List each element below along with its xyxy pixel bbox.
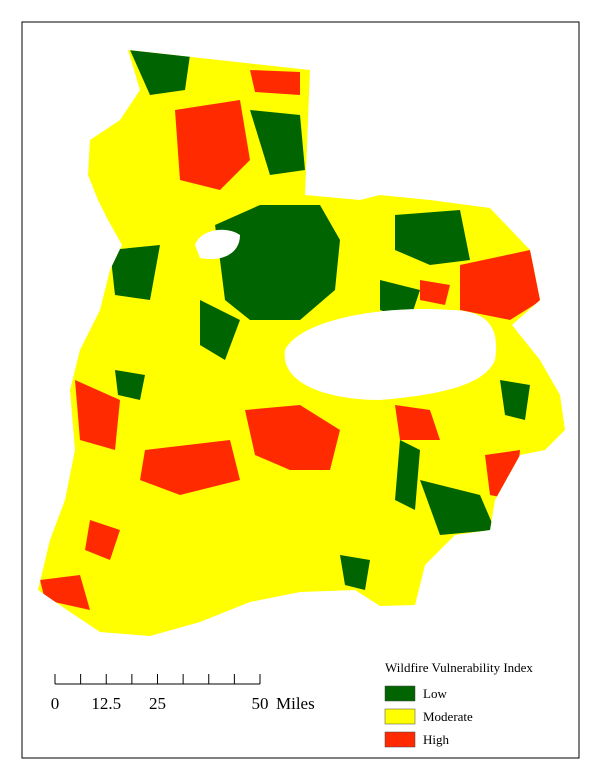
high-patch <box>460 250 542 320</box>
low-patch <box>115 370 145 400</box>
low-patch <box>395 210 470 265</box>
high-patch <box>175 100 250 190</box>
legend-label: High <box>423 732 450 747</box>
high-patch <box>250 70 300 95</box>
legend: Wildfire Vulnerability Index Low Moderate… <box>384 660 533 748</box>
low-patch <box>110 245 160 300</box>
scale-bar: 0 12.5 25 50 Miles <box>51 674 315 713</box>
legend-label: Moderate <box>423 709 473 724</box>
scale-label: 25 <box>149 694 166 713</box>
scale-label: 12.5 <box>91 694 121 713</box>
lake <box>195 229 240 260</box>
scale-label: 0 <box>51 694 60 713</box>
high-patch <box>75 380 120 450</box>
low-patch <box>130 50 190 95</box>
scale-label: 50 <box>252 694 269 713</box>
low-patch <box>395 440 420 510</box>
low-patch <box>200 300 240 360</box>
low-patch <box>340 555 370 590</box>
legend-swatch <box>384 708 416 725</box>
high-zones <box>40 70 542 610</box>
scale-unit: Miles <box>276 694 315 713</box>
high-patch <box>85 520 120 560</box>
lake <box>284 309 497 400</box>
legend-title: Wildfire Vulnerability Index <box>385 660 533 675</box>
high-patch <box>420 280 450 305</box>
low-patch <box>215 205 340 320</box>
high-patch <box>485 450 520 500</box>
high-patch <box>395 405 440 440</box>
low-patch <box>500 380 530 420</box>
high-patch <box>140 440 240 495</box>
map-area <box>38 50 565 636</box>
map-frame <box>21 21 580 759</box>
high-patch <box>245 405 340 470</box>
low-patch <box>420 480 495 535</box>
low-patch <box>250 110 305 175</box>
legend-label: Low <box>423 686 447 701</box>
legend-swatch <box>384 731 416 748</box>
legend-swatch <box>384 685 416 702</box>
